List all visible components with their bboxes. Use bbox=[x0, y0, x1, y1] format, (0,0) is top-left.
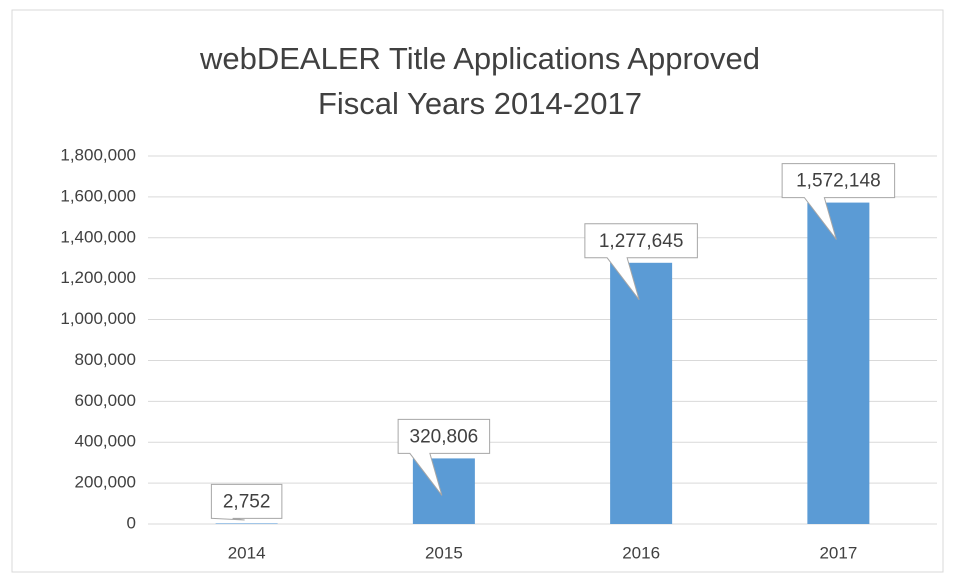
data-label: 1,277,645 bbox=[599, 231, 684, 252]
y-tick-label: 1,200,000 bbox=[60, 268, 136, 287]
y-tick-label: 1,600,000 bbox=[60, 186, 136, 205]
data-label-callout bbox=[584, 223, 698, 301]
x-tick-label: 2015 bbox=[425, 543, 463, 562]
bar bbox=[610, 262, 673, 524]
data-label: 1,572,148 bbox=[796, 171, 881, 192]
bar bbox=[807, 202, 870, 524]
data-label-callout bbox=[210, 483, 283, 521]
y-tick-label: 400,000 bbox=[75, 432, 136, 451]
data-label: 2,752 bbox=[223, 491, 271, 512]
x-tick-label: 2014 bbox=[228, 543, 266, 562]
data-label: 320,806 bbox=[410, 426, 479, 447]
y-tick-label: 600,000 bbox=[75, 391, 136, 410]
y-tick-label: 1,400,000 bbox=[60, 227, 136, 246]
data-label-callout bbox=[397, 418, 491, 496]
x-tick-label: 2016 bbox=[622, 543, 660, 562]
y-tick-label: 200,000 bbox=[75, 473, 136, 492]
y-tick-label: 1,000,000 bbox=[60, 309, 136, 328]
y-tick-label: 1,800,000 bbox=[60, 145, 136, 164]
x-tick-label: 2017 bbox=[819, 543, 857, 562]
y-tick-label: 800,000 bbox=[75, 350, 136, 369]
bar bbox=[215, 523, 278, 524]
chart-border bbox=[11, 9, 944, 573]
data-label-callout bbox=[781, 163, 896, 240]
chart-subtitle: Fiscal Years 2014-2017 bbox=[318, 86, 642, 121]
chart-title: webDEALER Title Applications Approved bbox=[199, 41, 760, 76]
y-tick-label: 0 bbox=[127, 513, 136, 532]
